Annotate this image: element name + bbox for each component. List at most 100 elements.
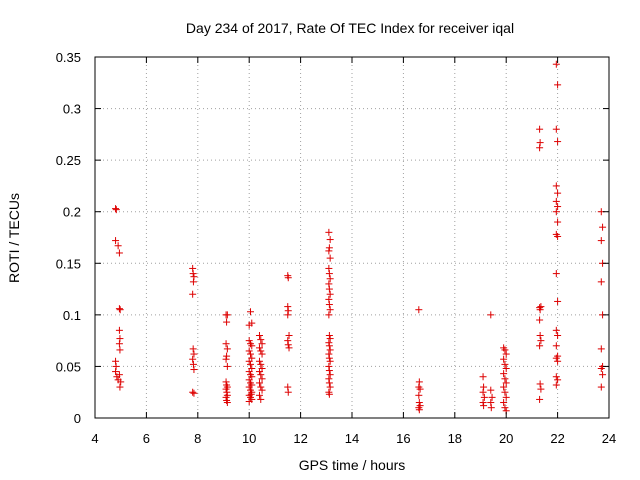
y-tick-label: 0.2 (63, 205, 81, 220)
y-tick-label: 0 (74, 411, 81, 426)
data-point (537, 337, 545, 345)
x-tick-label: 8 (194, 431, 201, 446)
data-point (258, 350, 266, 358)
data-point (115, 249, 123, 257)
data-point (189, 360, 197, 368)
data-point (325, 331, 333, 339)
data-point (501, 360, 509, 368)
data-point (537, 385, 545, 393)
y-tick-label: 0.15 (56, 256, 81, 271)
data-point (501, 346, 509, 354)
x-tick-label: 18 (448, 431, 462, 446)
data-point (416, 385, 424, 393)
x-axis-title: GPS time / hours (299, 457, 406, 473)
data-point (536, 342, 544, 350)
data-point (480, 402, 488, 410)
data-point (597, 237, 605, 245)
data-point (554, 357, 562, 365)
data-point (326, 290, 334, 298)
data-point (223, 399, 231, 407)
data-point (479, 373, 487, 381)
data-points (112, 60, 607, 415)
data-point (552, 354, 560, 362)
data-point (599, 223, 607, 231)
x-tick-label: 16 (396, 431, 410, 446)
data-point (597, 364, 605, 372)
data-point (222, 393, 230, 401)
x-tick-label: 4 (91, 431, 98, 446)
data-point (554, 331, 562, 339)
data-point (325, 354, 333, 362)
data-point (326, 346, 334, 354)
data-point (255, 331, 263, 339)
data-point (554, 138, 562, 146)
data-point (255, 357, 263, 365)
data-point (325, 285, 333, 293)
data-point (536, 139, 544, 147)
data-point (415, 406, 423, 414)
data-point (536, 125, 544, 133)
data-point (325, 301, 333, 309)
x-tick-labels: 4 6 8 10 12 14 16 18 20 22 24 (91, 431, 616, 446)
data-point (284, 274, 292, 282)
data-point (189, 278, 197, 286)
data-point (552, 197, 560, 205)
data-point (487, 386, 495, 394)
data-point (537, 303, 545, 311)
data-point (222, 385, 230, 393)
data-point (245, 357, 253, 365)
x-tick-label: 22 (550, 431, 564, 446)
data-point (415, 391, 423, 399)
data-point (285, 344, 293, 352)
y-tick-labels: 0 0.05 0.1 0.15 0.2 0.25 0.3 0.35 (56, 50, 81, 426)
data-point (190, 273, 198, 281)
data-point (222, 355, 230, 363)
data-point (597, 345, 605, 353)
data-point (500, 399, 508, 407)
data-point (325, 295, 333, 303)
data-point (326, 371, 334, 379)
data-point (415, 378, 423, 386)
data-point (284, 311, 292, 319)
data-point (325, 367, 333, 375)
data-point (223, 345, 231, 353)
data-point (189, 388, 197, 396)
data-point (223, 318, 231, 326)
data-point (115, 305, 123, 313)
data-point (325, 280, 333, 288)
data-point (116, 306, 124, 314)
data-point (536, 380, 544, 388)
data-point (245, 383, 253, 391)
data-point (257, 347, 265, 355)
data-point (326, 275, 334, 283)
data-point (554, 232, 562, 240)
data-point (552, 326, 560, 334)
data-point (554, 218, 562, 226)
data-point (501, 388, 509, 396)
data-point (502, 393, 510, 401)
data-point (255, 368, 263, 376)
y-tick-label: 0.25 (56, 153, 81, 168)
data-point (115, 371, 123, 379)
data-point (500, 355, 508, 363)
data-point (189, 264, 197, 272)
axis-ticks (94, 56, 610, 419)
data-point (487, 399, 495, 407)
data-point (554, 376, 562, 384)
data-point (487, 311, 495, 319)
data-point (285, 331, 293, 339)
data-point (325, 247, 333, 255)
data-point (248, 342, 256, 350)
data-point (284, 307, 292, 315)
data-point (116, 346, 124, 354)
data-point (536, 306, 544, 314)
data-point (536, 316, 544, 324)
data-point (552, 60, 560, 68)
data-point (189, 270, 197, 278)
data-point (112, 237, 120, 245)
data-point (502, 379, 510, 387)
data-point (326, 254, 334, 262)
x-tick-label: 6 (143, 431, 150, 446)
data-point (189, 290, 197, 298)
